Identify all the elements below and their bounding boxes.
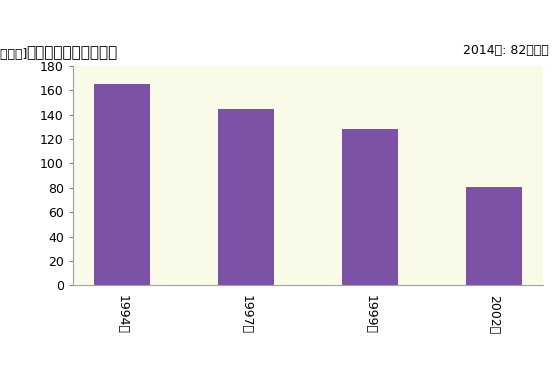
Bar bbox=[342, 129, 398, 285]
Text: 商業の事業所数の推移: 商業の事業所数の推移 bbox=[26, 45, 117, 60]
Text: 2014年: 82事業所: 2014年: 82事業所 bbox=[463, 44, 549, 57]
Bar bbox=[466, 187, 522, 285]
Y-axis label: [事業所]: [事業所] bbox=[0, 48, 28, 61]
Bar bbox=[218, 109, 274, 285]
Bar bbox=[94, 84, 150, 285]
